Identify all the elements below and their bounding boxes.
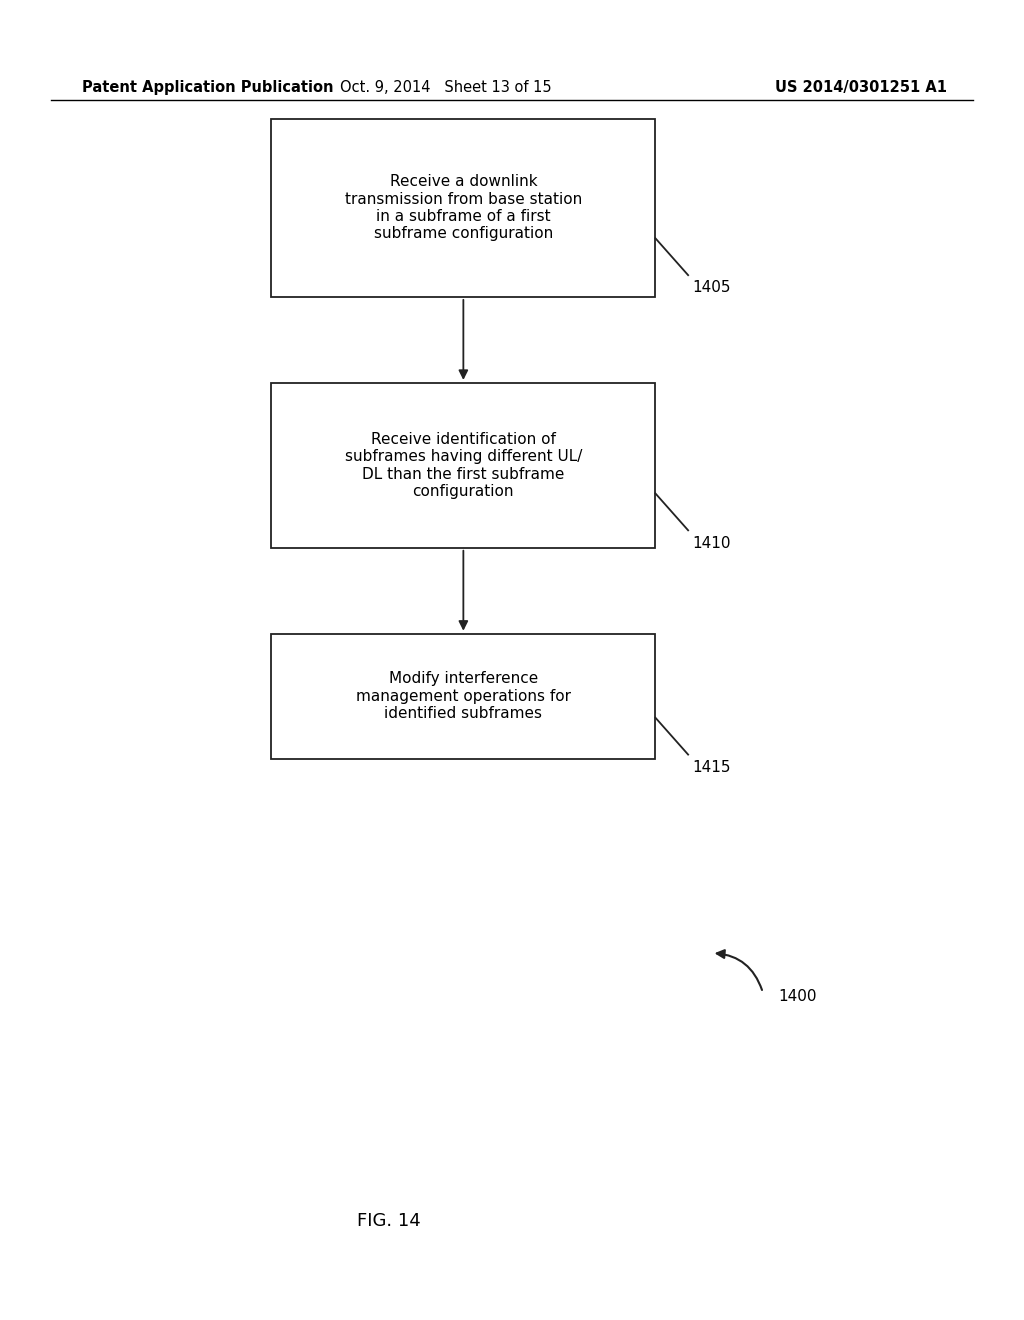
Bar [271, 634, 655, 759]
Text: 1405: 1405 [692, 280, 731, 296]
Text: US 2014/0301251 A1: US 2014/0301251 A1 [775, 79, 947, 95]
Text: Oct. 9, 2014   Sheet 13 of 15: Oct. 9, 2014 Sheet 13 of 15 [340, 79, 551, 95]
Text: Patent Application Publication: Patent Application Publication [82, 79, 334, 95]
Text: FIG. 14: FIG. 14 [357, 1212, 421, 1230]
Text: Modify interference
management operations for
identified subframes: Modify interference management operation… [356, 672, 570, 721]
Text: 1410: 1410 [692, 536, 731, 550]
Text: 1400: 1400 [778, 989, 817, 1005]
Text: Receive identification of
subframes having different UL/
DL than the first subfr: Receive identification of subframes havi… [345, 432, 582, 499]
Bar [271, 383, 655, 548]
Bar [271, 119, 655, 297]
Text: Receive a downlink
transmission from base station
in a subframe of a first
subfr: Receive a downlink transmission from bas… [345, 174, 582, 242]
Text: 1415: 1415 [692, 760, 731, 775]
